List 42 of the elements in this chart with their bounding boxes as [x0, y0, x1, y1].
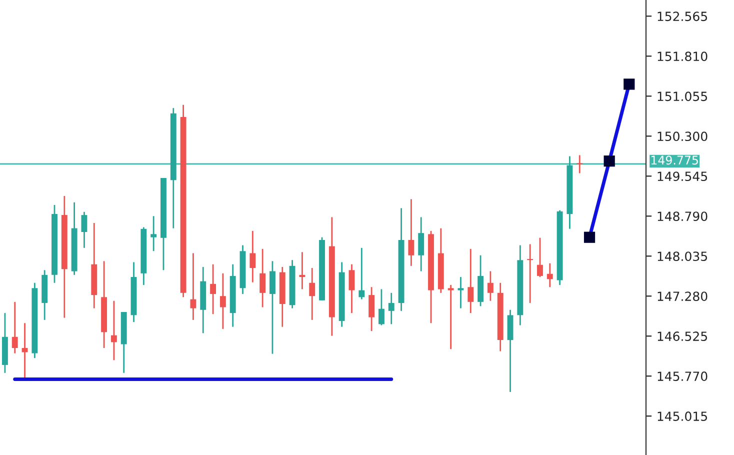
candlestick — [537, 237, 543, 278]
ref-line-label: 149.775 — [651, 156, 698, 165]
candlestick — [110, 300, 117, 361]
candlestick — [378, 288, 384, 326]
candlestick — [408, 198, 414, 267]
candlestick — [468, 248, 474, 314]
candlestick — [487, 270, 494, 302]
point — [604, 155, 615, 167]
candlestick — [348, 264, 355, 314]
candlestick — [299, 251, 306, 290]
candlestick — [250, 230, 256, 284]
candlestick — [260, 248, 266, 308]
candlestick — [210, 264, 216, 315]
candlestick — [358, 247, 365, 300]
candlestick — [12, 301, 18, 354]
y-tick-label: 151.055 — [658, 92, 708, 102]
candlestick — [388, 292, 394, 325]
point — [624, 78, 635, 90]
candlestick — [190, 252, 196, 321]
y-tick-label: 146.525 — [658, 332, 708, 342]
y-tick-label: 145.015 — [658, 412, 708, 421]
candlestick — [220, 272, 226, 330]
y-tick-label: 152.565 — [658, 12, 708, 22]
candlestick — [576, 154, 583, 174]
candlestick — [458, 276, 464, 309]
y-tick-label: 148.790 — [658, 212, 708, 222]
y-tick-label: 150.300 — [658, 132, 708, 142]
candlestick — [150, 215, 157, 252]
y-tick-label: 147.280 — [658, 292, 708, 302]
candlestick — [448, 284, 454, 350]
y-tick-label: 148.035 — [658, 252, 708, 262]
candlestick — [527, 243, 534, 304]
candlestick — [546, 262, 553, 288]
candlestick — [418, 216, 424, 272]
y-tick-label: 149.545 — [658, 172, 708, 182]
candlestick — [81, 211, 88, 249]
candlestick — [269, 260, 276, 355]
candlestick — [368, 286, 375, 332]
y-tick-label: 145.770 — [658, 372, 708, 382]
candlestick — [309, 267, 316, 321]
y-tick-label: 151.810 — [658, 52, 708, 62]
point — [584, 232, 596, 243]
